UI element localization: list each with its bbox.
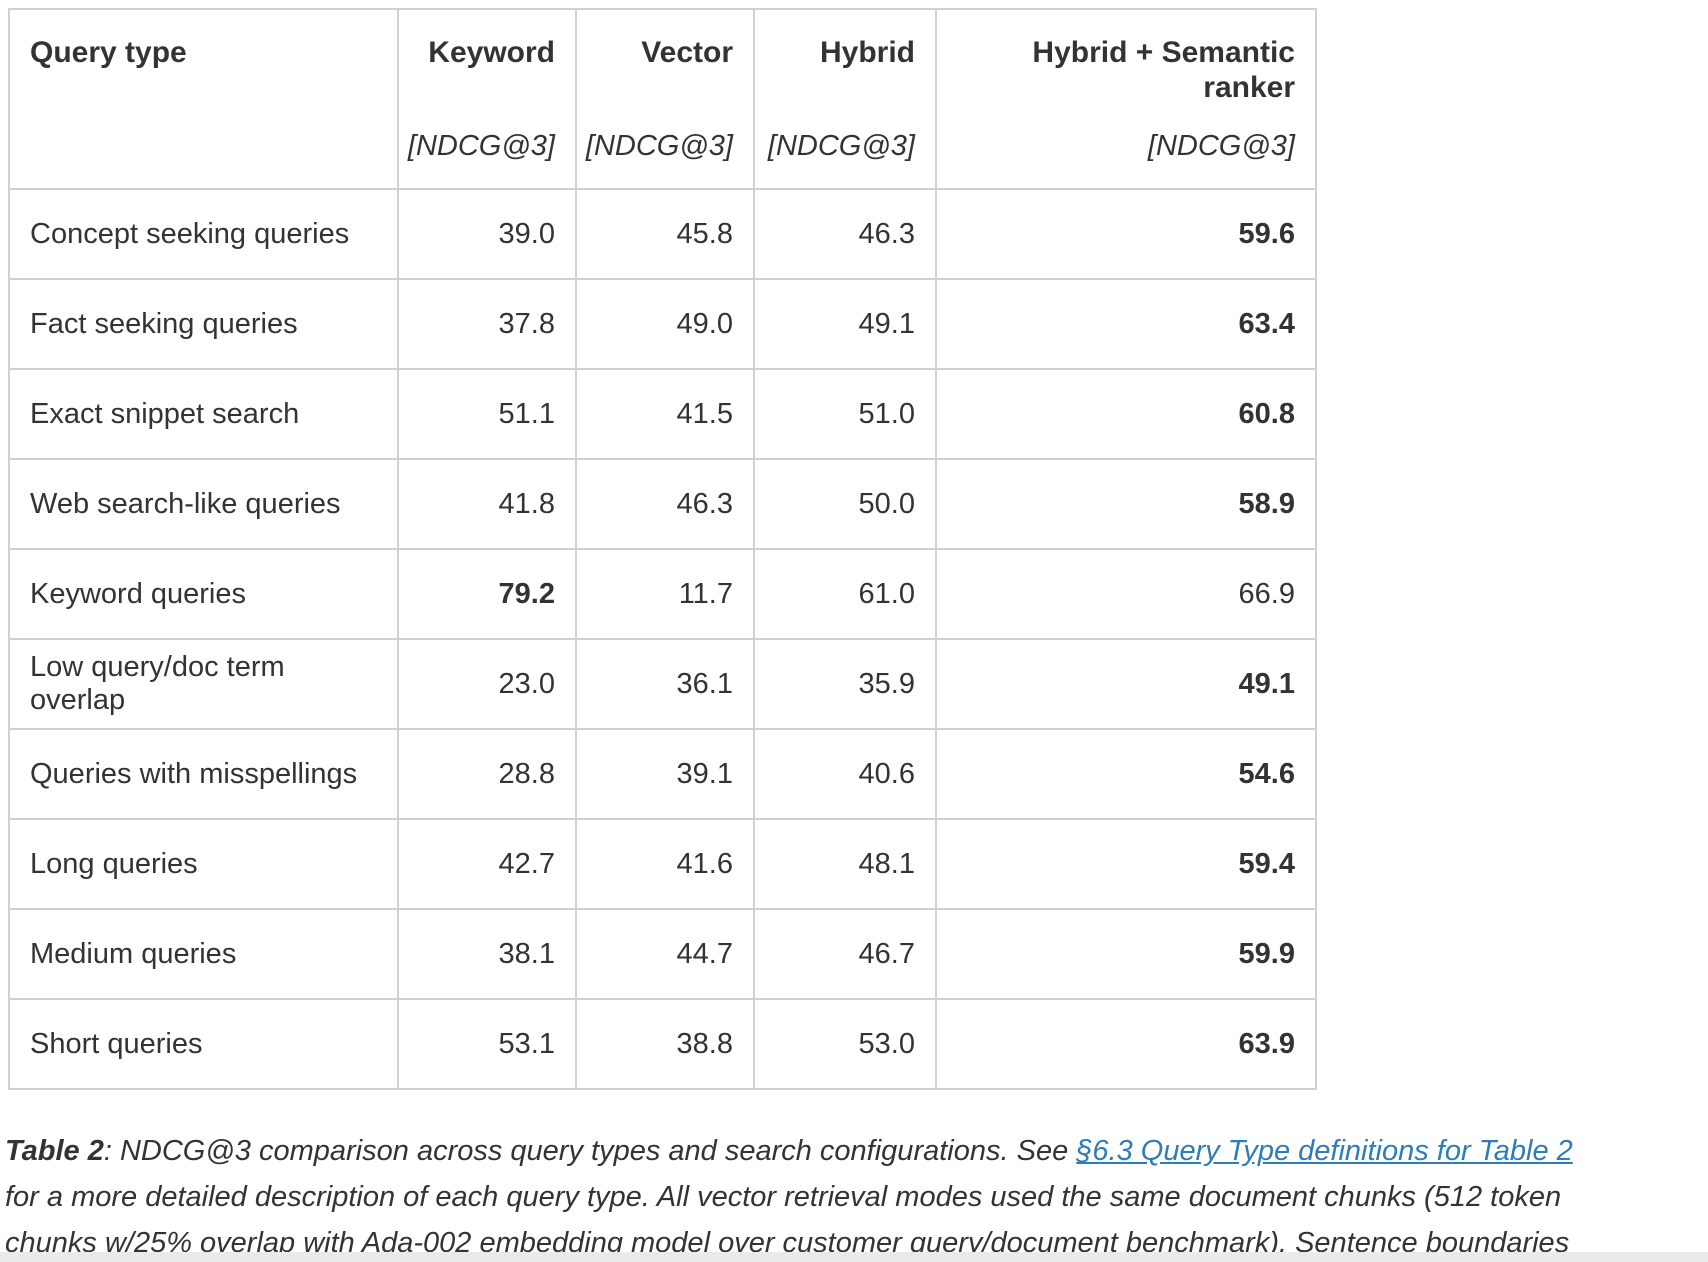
table-caption: Table 2: NDCG@3 comparison across query … — [5, 1128, 1595, 1262]
value-cell: 46.3 — [753, 188, 937, 280]
column-metric-label: [NDCG@3] — [585, 130, 733, 162]
value-cell: 59.6 — [935, 188, 1317, 280]
value-cell: 54.6 — [935, 728, 1317, 820]
caption-table-number: Table 2 — [5, 1135, 104, 1167]
column-label: Hybrid — [819, 36, 915, 69]
row-label: Medium queries — [8, 908, 399, 1000]
value-cell: 40.6 — [753, 728, 937, 820]
next-section-divider — [0, 1252, 1708, 1262]
table-header-row: Query type Keyword [NDCG@3] Vector [NDCG@3] H… — [8, 8, 1317, 190]
column-label: Keyword — [428, 36, 555, 69]
column-header-query-type: Query type — [8, 8, 399, 190]
value-cell: 11.7 — [575, 548, 755, 640]
query-type-definitions-link[interactable]: §6.3 Query Type definitions for Table 2 — [1076, 1135, 1573, 1167]
column-label: Vector — [641, 36, 733, 69]
ndcg-comparison-table: Query type Keyword [NDCG@3] Vector [NDCG@3] H… — [8, 8, 1317, 1090]
table-row: Fact seeking queries 37.8 49.0 49.1 63.4 — [8, 278, 1317, 370]
row-label: Long queries — [8, 818, 399, 910]
value-cell: 39.1 — [575, 728, 755, 820]
value-cell: 66.9 — [935, 548, 1317, 640]
value-cell: 58.9 — [935, 458, 1317, 550]
column-header-hybrid: Hybrid [NDCG@3] — [753, 8, 937, 190]
value-cell: 49.1 — [935, 638, 1317, 730]
table-row: Keyword queries 79.2 11.7 61.0 66.9 — [8, 548, 1317, 640]
table-row: Low query/doc term overlap 23.0 36.1 35.9 49… — [8, 638, 1317, 730]
value-cell: 49.1 — [753, 278, 937, 370]
column-header-vector: Vector [NDCG@3] — [575, 8, 755, 190]
row-label: Short queries — [8, 998, 399, 1090]
value-cell: 59.4 — [935, 818, 1317, 910]
value-cell: 23.0 — [397, 638, 577, 730]
table-row: Medium queries 38.1 44.7 46.7 59.9 — [8, 908, 1317, 1000]
column-metric-label: [NDCG@3] — [767, 130, 915, 162]
value-cell: 36.1 — [575, 638, 755, 730]
value-cell: 39.0 — [397, 188, 577, 280]
value-cell: 37.8 — [397, 278, 577, 370]
value-cell: 53.0 — [753, 998, 937, 1090]
value-cell: 38.1 — [397, 908, 577, 1000]
value-cell: 42.7 — [397, 818, 577, 910]
value-cell: 51.1 — [397, 368, 577, 460]
table-row: Exact snippet search 51.1 41.5 51.0 60.8 — [8, 368, 1317, 460]
table-row: Concept seeking queries 39.0 45.8 46.3 59.6 — [8, 188, 1317, 280]
value-cell: 28.8 — [397, 728, 577, 820]
row-label: Queries with misspellings — [8, 728, 399, 820]
value-cell: 63.4 — [935, 278, 1317, 370]
value-cell: 61.0 — [753, 548, 937, 640]
value-cell: 51.0 — [753, 368, 937, 460]
value-cell: 41.5 — [575, 368, 755, 460]
row-label: Exact snippet search — [8, 368, 399, 460]
value-cell: 38.8 — [575, 998, 755, 1090]
table-row: Long queries 42.7 41.6 48.1 59.4 — [8, 818, 1317, 910]
value-cell: 41.6 — [575, 818, 755, 910]
value-cell: 46.7 — [753, 908, 937, 1000]
value-cell: 59.9 — [935, 908, 1317, 1000]
row-label: Web search-like queries — [8, 458, 399, 550]
value-cell: 44.7 — [575, 908, 755, 1000]
value-cell: 50.0 — [753, 458, 937, 550]
row-label: Keyword queries — [8, 548, 399, 640]
value-cell: 48.1 — [753, 818, 937, 910]
column-header-hybrid-semantic-ranker: Hybrid + Semantic ranker [NDCG@3] — [935, 8, 1317, 190]
value-cell: 79.2 — [397, 548, 577, 640]
column-label: Hybrid + Semantic ranker — [1032, 36, 1295, 104]
column-label: Query type — [30, 36, 187, 69]
table-row: Queries with misspellings 28.8 39.1 40.6 54.… — [8, 728, 1317, 820]
value-cell: 49.0 — [575, 278, 755, 370]
column-metric-label: [NDCG@3] — [1147, 130, 1295, 162]
table-body: Concept seeking queries 39.0 45.8 46.3 59.6 F… — [8, 188, 1317, 1090]
column-header-keyword: Keyword [NDCG@3] — [397, 8, 577, 190]
value-cell: 60.8 — [935, 368, 1317, 460]
row-label: Low query/doc term overlap — [8, 638, 399, 730]
value-cell: 45.8 — [575, 188, 755, 280]
value-cell: 63.9 — [935, 998, 1317, 1090]
caption-text-before-link: : NDCG@3 comparison across query types a… — [103, 1135, 1077, 1167]
value-cell: 41.8 — [397, 458, 577, 550]
column-metric-label: [NDCG@3] — [407, 130, 555, 162]
table-row: Web search-like queries 41.8 46.3 50.0 58.9 — [8, 458, 1317, 550]
value-cell: 53.1 — [397, 998, 577, 1090]
caption-text-after-link: for a more detailed description of each … — [5, 1181, 1570, 1259]
table-row: Short queries 53.1 38.8 53.0 63.9 — [8, 998, 1317, 1090]
value-cell: 35.9 — [753, 638, 937, 730]
row-label: Fact seeking queries — [8, 278, 399, 370]
row-label: Concept seeking queries — [8, 188, 399, 280]
value-cell: 46.3 — [575, 458, 755, 550]
